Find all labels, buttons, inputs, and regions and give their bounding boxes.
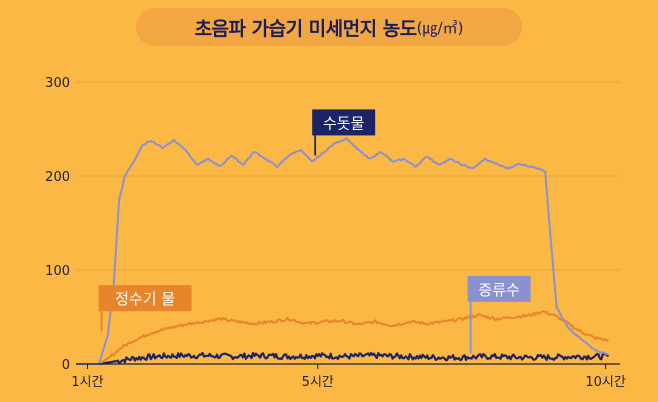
gridlines xyxy=(76,81,620,271)
series-label-box xyxy=(467,275,531,302)
series-line-tap xyxy=(98,351,610,366)
chart-unit: (㎍/㎥) xyxy=(416,18,464,37)
series-label: 수돗물 xyxy=(323,114,364,132)
series-lines xyxy=(76,137,610,366)
chart-title: 초음파 가습기 미세먼지 농도 xyxy=(194,17,418,40)
y-tick-label: 200 xyxy=(45,170,70,185)
x-tick-label: 5시간 xyxy=(302,375,334,390)
x-tick-label: 1시간 xyxy=(71,375,103,390)
series-line-distilled xyxy=(76,137,609,365)
series-label-box xyxy=(98,285,192,312)
y-tick-label: 0 xyxy=(62,358,70,373)
y-tick-label: 300 xyxy=(45,76,70,91)
series-label-box xyxy=(312,109,376,136)
series-label: 정수기 물 xyxy=(115,290,175,308)
x-tick-label: 10시간 xyxy=(585,375,626,390)
series-line-purifier xyxy=(98,310,609,365)
x-axis-ticks: 1시간 5시간 10시간 xyxy=(71,364,626,390)
series-label: 증류수 xyxy=(478,281,519,299)
y-tick-label: 100 xyxy=(45,264,70,279)
y-axis-ticks: 300 200 100 0 xyxy=(45,76,70,373)
chart-title-pill: 초음파 가습기 미세먼지 농도 (㎍/㎥) xyxy=(136,8,522,46)
